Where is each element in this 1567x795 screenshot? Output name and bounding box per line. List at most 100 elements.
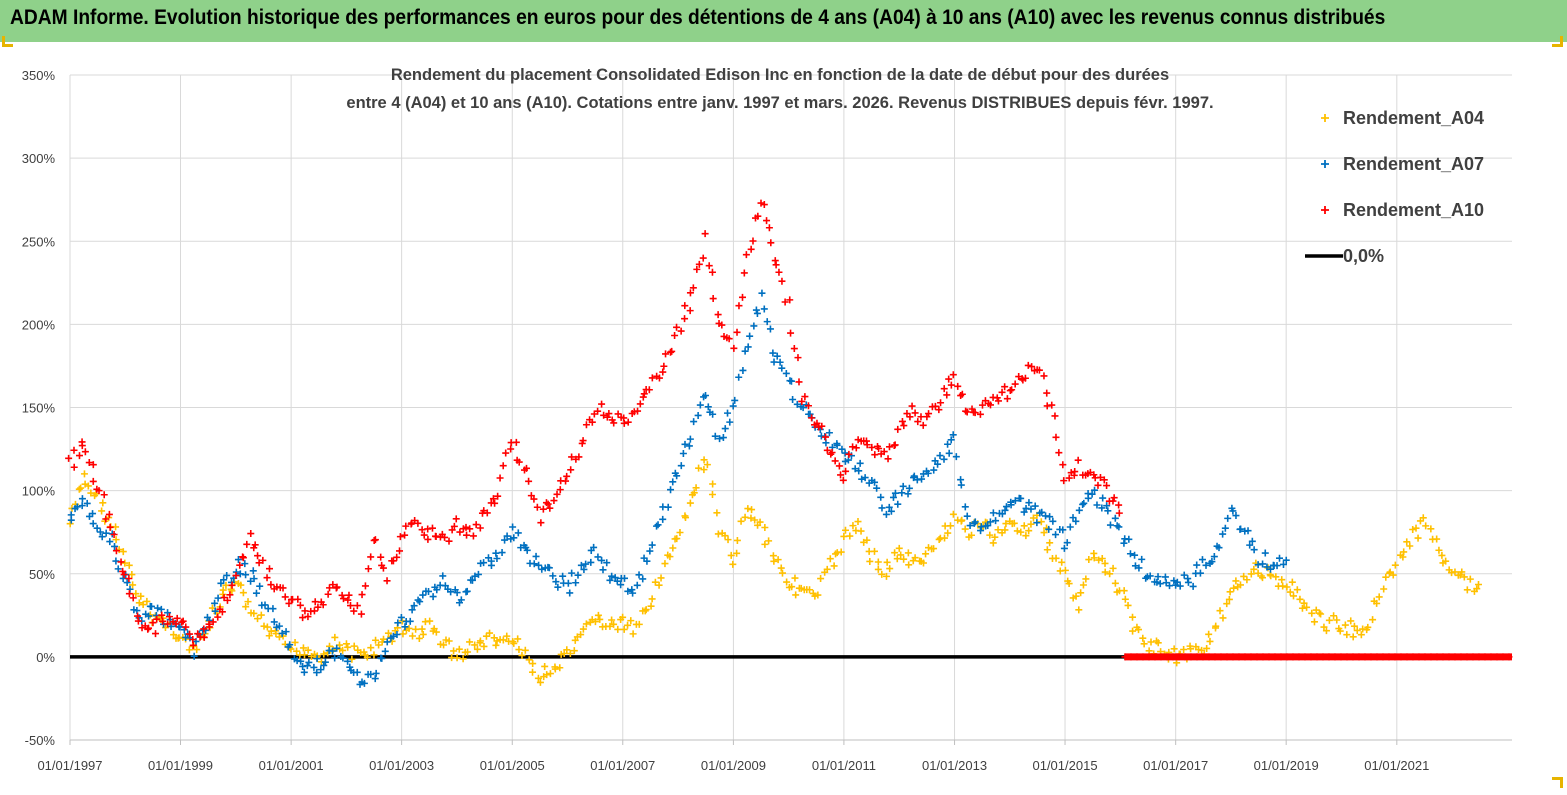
data-point: [93, 524, 101, 532]
data-point: [537, 519, 545, 527]
data-point: [1250, 565, 1258, 573]
data-point: [399, 630, 407, 638]
data-point: [619, 613, 627, 621]
data-point: [112, 557, 120, 565]
data-point: [305, 658, 313, 666]
data-point: [934, 460, 942, 468]
data-point: [1380, 585, 1388, 593]
data-point: [991, 533, 999, 541]
data-point: [247, 530, 255, 538]
data-point: [686, 435, 694, 443]
legend-label: Rendement_A10: [1343, 200, 1484, 220]
data-point: [606, 576, 614, 584]
data-point: [464, 648, 472, 656]
data-point: [778, 569, 786, 577]
data-point: [702, 392, 710, 400]
data-point: [1065, 580, 1073, 588]
data-point: [1258, 574, 1266, 582]
data-point: [721, 532, 729, 540]
data-point: [1282, 556, 1290, 564]
data-point: [945, 449, 953, 457]
data-point: [222, 581, 230, 589]
x-tick-label: 01/01/1997: [37, 758, 102, 773]
data-point: [806, 410, 814, 418]
data-point: [774, 556, 782, 564]
data-point: [1008, 386, 1016, 394]
data-point: [839, 476, 847, 484]
data-point: [739, 366, 747, 374]
data-point: [897, 551, 905, 559]
frame-corner-top-left: [2, 36, 13, 47]
data-point: [474, 570, 482, 578]
data-point: [935, 535, 943, 543]
data-point: [329, 581, 337, 589]
data-point: [1438, 551, 1446, 559]
data-point: [590, 543, 598, 551]
data-point: [563, 646, 571, 654]
data-point: [846, 532, 854, 540]
data-point: [297, 657, 305, 665]
y-tick-label: 300%: [22, 151, 56, 166]
data-point: [624, 418, 632, 426]
data-point: [1310, 618, 1318, 626]
data-point: [1011, 380, 1019, 388]
data-point: [1385, 653, 1393, 661]
data-point: [285, 599, 293, 607]
data-point: [731, 396, 739, 404]
data-point: [813, 419, 821, 427]
data-point: [787, 329, 795, 337]
data-point: [782, 369, 790, 377]
data-point: [182, 623, 190, 631]
data-point: [893, 555, 901, 563]
data-point: [1333, 616, 1341, 624]
data-point: [463, 587, 471, 595]
data-point: [1313, 653, 1321, 661]
data-point: [882, 510, 890, 518]
data-point: [149, 619, 157, 627]
data-point: [724, 409, 732, 417]
data-point: [891, 489, 899, 497]
data-point: [397, 613, 405, 621]
data-point: [1236, 581, 1244, 589]
data-point: [301, 651, 309, 659]
data-point: [1439, 653, 1447, 661]
data-point: [532, 552, 540, 560]
data-point: [129, 581, 137, 589]
data-point: [610, 620, 618, 628]
data-point: [1389, 571, 1397, 579]
data-point: [857, 527, 865, 535]
data-point: [563, 472, 571, 480]
data-point: [1017, 494, 1025, 502]
data-point: [556, 664, 564, 672]
data-point: [372, 636, 380, 644]
data-point: [940, 385, 948, 393]
data-point: [1320, 623, 1328, 631]
data-point: [919, 559, 927, 567]
data-point: [944, 529, 952, 537]
data-point: [639, 575, 647, 583]
data-point: [1058, 558, 1066, 566]
data-point: [976, 410, 984, 418]
data-point: [367, 553, 375, 561]
data-point: [1193, 561, 1201, 569]
data-point: [265, 565, 273, 573]
data-point: [854, 518, 862, 526]
data-point: [1103, 502, 1111, 510]
data-point: [703, 461, 711, 469]
data-point: [236, 570, 244, 578]
data-point: [1011, 497, 1019, 505]
x-tick-label: 01/01/2009: [701, 758, 766, 773]
data-point: [98, 533, 106, 541]
data-point: [1279, 582, 1287, 590]
data-point: [1319, 653, 1327, 661]
data-point: [1120, 587, 1128, 595]
data-point: [1244, 527, 1252, 535]
data-point: [695, 464, 703, 472]
data-point: [250, 609, 258, 617]
data-point: [709, 480, 717, 488]
data-point: [605, 410, 613, 418]
data-point: [256, 582, 264, 590]
data-point: [1129, 627, 1137, 635]
data-point: [265, 632, 273, 640]
data-point: [572, 579, 580, 587]
